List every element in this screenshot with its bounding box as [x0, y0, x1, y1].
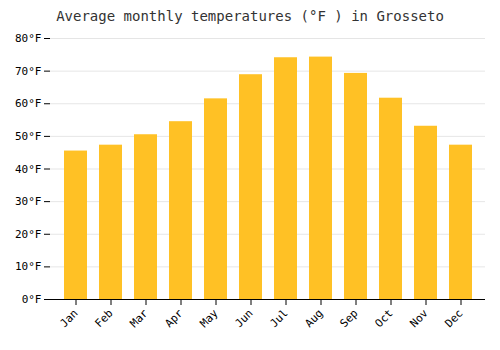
svg-text:0°F: 0°F: [22, 293, 42, 306]
svg-text:Nov: Nov: [407, 306, 431, 330]
svg-text:60°F: 60°F: [15, 97, 42, 110]
svg-text:Dec: Dec: [442, 307, 465, 330]
svg-text:Aug: Aug: [302, 307, 325, 330]
svg-text:Oct: Oct: [372, 307, 395, 330]
svg-text:40°F: 40°F: [15, 163, 42, 176]
svg-text:10°F: 10°F: [15, 260, 42, 273]
svg-text:Feb: Feb: [92, 307, 115, 330]
svg-text:Mar: Mar: [127, 306, 151, 330]
svg-text:Jan: Jan: [57, 307, 80, 330]
svg-text:50°F: 50°F: [15, 130, 42, 143]
svg-text:80°F: 80°F: [15, 32, 42, 45]
svg-text:May: May: [197, 306, 221, 330]
svg-text:Jul: Jul: [267, 307, 290, 330]
svg-text:30°F: 30°F: [15, 195, 42, 208]
svg-text:20°F: 20°F: [15, 228, 42, 241]
html-text:Average monthly temperatures (: Average monthly temperatures (°F ) in Gr…: [56, 8, 444, 24]
svg-text:Sep: Sep: [337, 307, 360, 330]
svg-text:Apr: Apr: [162, 306, 186, 330]
svg-text:70°F: 70°F: [15, 65, 42, 78]
svg-text:Jun: Jun: [232, 307, 255, 330]
